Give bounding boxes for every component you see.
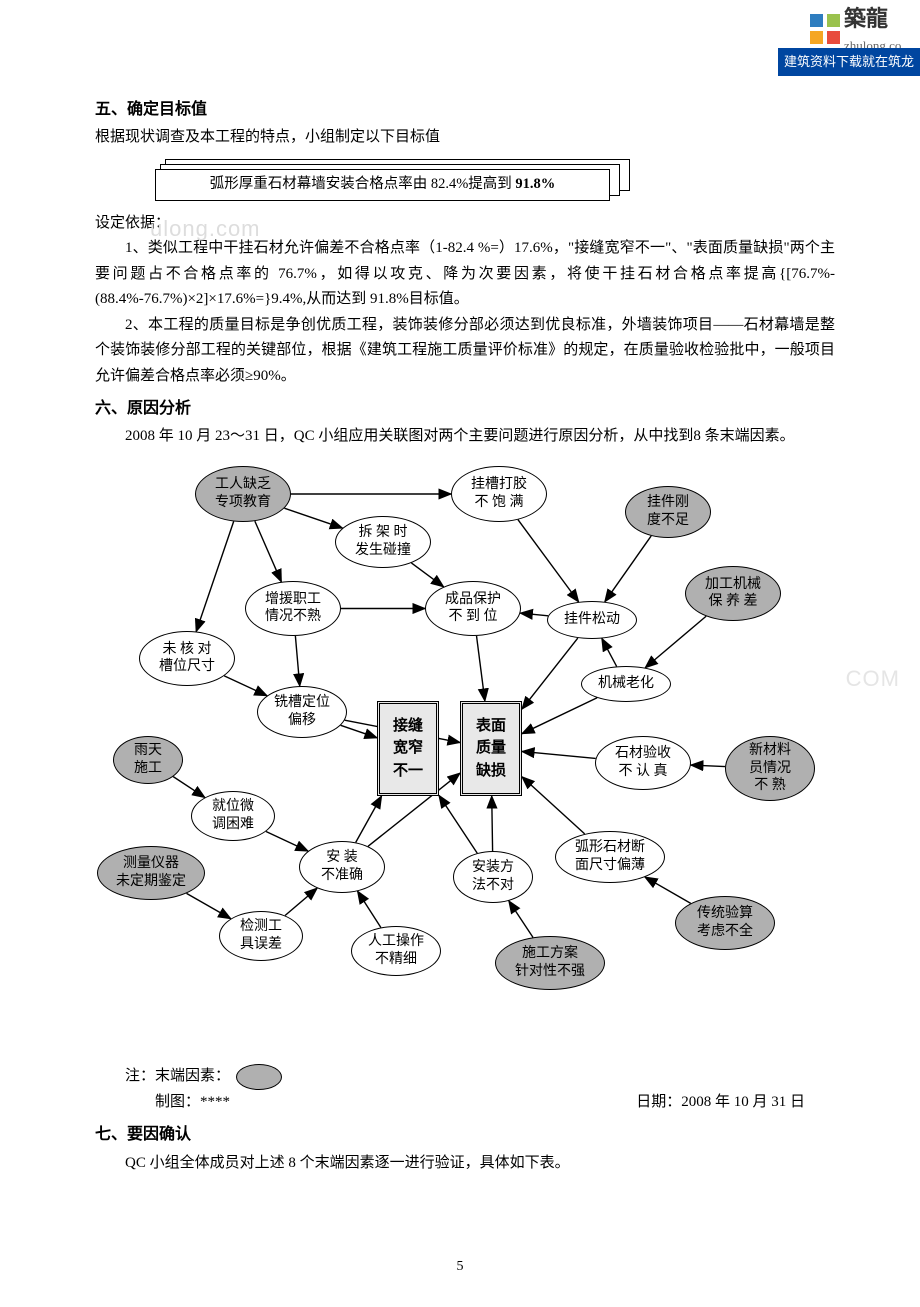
diagram-node-n6: 成品保护不 到 位 (425, 581, 521, 636)
diagram-node-n21: 人工操作不精细 (351, 926, 441, 976)
legend-row: 注：末端因素： (95, 1064, 835, 1090)
ghost-watermark-2: COM (846, 660, 900, 697)
diagram-node-p1: 接缝宽窄不一 (377, 701, 439, 796)
legend-label: 注：末端因素： (125, 1064, 230, 1090)
section-7-heading: 七、要因确认 (95, 1121, 835, 1148)
section-7-p: QC 小组全体成员对上述 8 个末端因素逐一进行验证，具体如下表。 (95, 1151, 835, 1177)
diagram-node-n3: 挂件刚度不足 (625, 486, 711, 538)
diagram-node-n16: 测量仪器未定期鉴定 (97, 846, 205, 900)
diagram-node-n9: 未 核 对槽位尺寸 (139, 631, 235, 686)
diagram-node-n8: 加工机械保 养 差 (685, 566, 781, 621)
diagram-node-n22: 施工方案针对性不强 (495, 936, 605, 990)
ghost-watermark-1: ulong.com (150, 210, 261, 247)
diagram-author: 制图：**** (155, 1090, 230, 1116)
diagram-node-n10: 机械老化 (581, 666, 671, 702)
diagram-node-n1: 工人缺乏专项教育 (195, 466, 291, 522)
diagram-node-n17: 安 装不准确 (299, 841, 385, 893)
diagram-node-n2: 挂槽打胶不 饱 满 (451, 466, 547, 522)
section-6-p: 2008 年 10 月 23～31 日，QC 小组应用关联图对两个主要问题进行原… (95, 424, 835, 450)
diagram-node-n14: 新材料员情况不 熟 (725, 736, 815, 801)
diagram-node-n20: 检测工具误差 (219, 911, 303, 961)
diagram-node-n13: 石材验收不 认 真 (595, 736, 691, 790)
diagram-node-n4: 拆 架 时发生碰撞 (335, 516, 431, 568)
diagram-node-p2: 表面质量缺损 (460, 701, 522, 796)
brand-banner: 建筑资料下载就在筑龙 (778, 48, 920, 76)
diagram-node-n19: 弧形石材断面尺寸偏薄 (555, 831, 665, 883)
section-5-heading: 五、确定目标值 (95, 96, 835, 123)
brand-cn: 築龍 (844, 0, 901, 37)
diagram-node-n23: 传统验算考虑不全 (675, 896, 775, 950)
diagram-node-n18: 安装方法不对 (453, 851, 533, 903)
legend-ellipse-icon (236, 1064, 282, 1090)
diagram-date: 日期：2008 年 10 月 31 日 (636, 1090, 805, 1116)
relation-diagram: 工人缺乏专项教育 挂槽打胶不 饱 满 挂件刚度不足拆 架 时发生碰撞增援职工情况不熟… (95, 456, 835, 1056)
section-6-heading: 六、原因分析 (95, 395, 835, 422)
target-text: 弧形厚重石材幕墙安装合格点率由 82.4%提高到 91.8% (210, 172, 556, 197)
diagram-node-n7: 挂件松动 (547, 601, 637, 639)
diagram-node-n12: 雨天施工 (113, 736, 183, 784)
section-5-p1: 1、类似工程中干挂石材允许偏差不合格点率（1-82.4 %=）17.6%，"接缝… (95, 236, 835, 313)
diagram-node-n11: 铣槽定位偏移 (257, 686, 347, 738)
diagram-node-n5: 增援职工情况不熟 (245, 581, 341, 636)
target-box-stack: 弧形厚重石材幕墙安装合格点率由 82.4%提高到 91.8% (155, 159, 635, 201)
section-5-p2: 2、本工程的质量目标是争创优质工程，装饰装修分部必须达到优良标准，外墙装饰项目—… (95, 313, 835, 390)
diagram-node-n15: 就位微调困难 (191, 791, 275, 841)
page-number: 5 (0, 1255, 920, 1279)
section-5-intro: 根据现状调查及本工程的特点，小组制定以下目标值 (95, 125, 835, 151)
